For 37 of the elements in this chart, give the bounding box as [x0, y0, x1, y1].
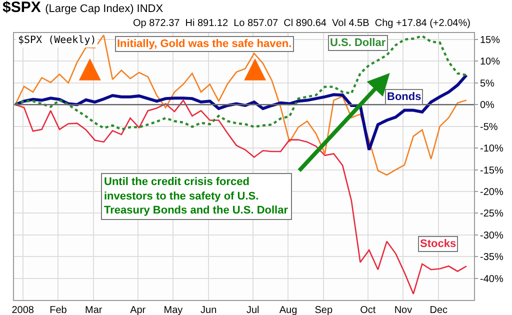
annotation: Initially, Gold was the safe haven.	[117, 38, 292, 50]
y-tick-label: -30%	[480, 230, 504, 242]
line-series	[14, 100, 468, 295]
y-tick-label: -20%	[480, 186, 504, 198]
x-tick-label: Sep	[314, 305, 333, 315]
chart-title: $SPX	[2, 0, 41, 16]
x-tick-label: Jun	[200, 305, 217, 315]
y-tick-label: -35%	[480, 252, 504, 264]
x-tick-label: Feb	[50, 305, 68, 315]
y-tick-label: -15%	[480, 165, 504, 176]
series-label: U.S. Dollar	[330, 37, 386, 49]
x-tick-label: Aug	[279, 305, 298, 315]
x-tick-label: Dec	[430, 305, 448, 315]
y-tick-label: 10%	[480, 56, 500, 68]
line-series	[14, 34, 468, 176]
x-tick-label: Apr	[130, 305, 146, 315]
y-tick-label: 0%	[480, 100, 495, 112]
x-tick-label: Mar	[85, 305, 103, 315]
x-tick-label: Nov	[394, 305, 412, 315]
x-tick-label: Oct	[360, 305, 376, 315]
y-tick-label: -25%	[480, 208, 504, 220]
x-tick-label: 2008	[12, 305, 34, 315]
y-tick-label: 5%	[480, 78, 495, 90]
chart-subtitle: (Large Cap Index) INDX	[45, 3, 164, 16]
x-tick-label: Jul	[246, 305, 260, 315]
y-tick-label: 15%	[480, 35, 500, 46]
annotation: $SPX (Weekly)	[18, 35, 96, 46]
y-tick-label: -10%	[480, 144, 504, 155]
y-tick-label: -5%	[480, 122, 498, 133]
text: Op 872.37 Hi 891.12 Lo 857.07 Cl 890.64 Vol 4.5B Chg +17.84 (+2.04%)	[133, 18, 470, 29]
line-series	[14, 34, 468, 130]
annotation: Until the credit crisis forced investors to the safety of U.S. Treasury Bonds and the U.S. Dollar	[104, 176, 289, 217]
series-label: Bonds	[387, 91, 422, 103]
series-label: Stocks	[420, 238, 456, 250]
y-tick-label: -40%	[480, 274, 504, 285]
line-series	[14, 74, 468, 152]
x-tick-label: May	[164, 305, 183, 315]
